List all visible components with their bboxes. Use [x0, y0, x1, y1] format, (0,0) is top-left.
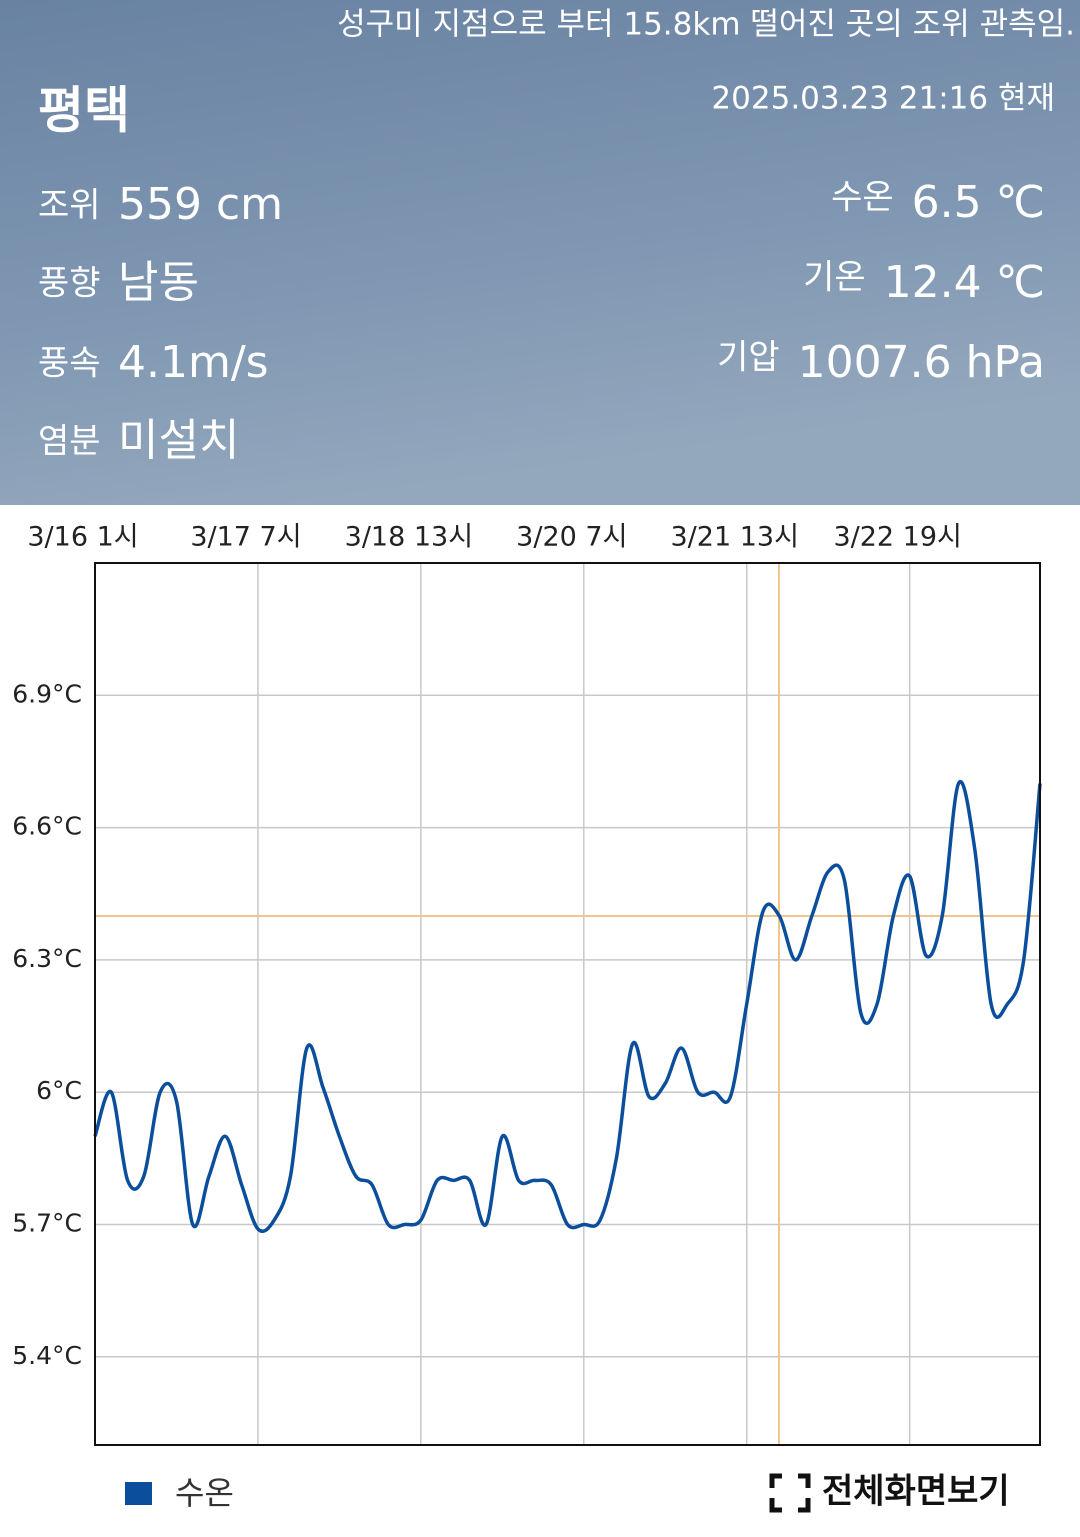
item-label: 염분 — [38, 422, 101, 462]
y-tick-label: 5.7°C — [12, 1209, 82, 1238]
y-tick-label: 6°C — [36, 1076, 82, 1105]
item-value: 남동 — [118, 257, 199, 308]
fullscreen-button[interactable]: 전체화면보기 — [769, 1472, 1010, 1513]
y-tick-label: 6.9°C — [12, 679, 82, 708]
x-tick-label: 3/18 13시 — [345, 522, 473, 553]
x-tick-label: 3/16 1시 — [27, 522, 138, 553]
chart: 5.4°C 5.7°C 6°C 6.3°C 6.6°C 6.9°C 3/16 1시 3/17 … — [12, 522, 1042, 1446]
x-tick-label: 3/21 13시 — [671, 522, 799, 553]
x-tick-label: 3/17 7시 — [190, 522, 301, 553]
item-value: 1007.6 hPa — [798, 337, 1045, 388]
item-label: 기압 — [717, 338, 780, 378]
plot-border — [94, 562, 1041, 1446]
timestamp: 2025.03.23 21:16 현재 — [711, 81, 1055, 117]
item-value: 559 cm — [118, 179, 283, 230]
y-tick-label: 5.4°C — [12, 1341, 82, 1370]
item-value: 6.5 ℃ — [912, 177, 1045, 228]
fullscreen-label[interactable]: 전체화면보기 — [822, 1472, 1010, 1512]
series-line — [93, 779, 1042, 1233]
station-name: 평택 — [38, 82, 130, 140]
item-label: 풍향 — [38, 264, 101, 304]
header-background — [0, 0, 1080, 505]
y-tick-label: 6.3°C — [12, 944, 82, 973]
fullscreen-icon — [769, 1473, 811, 1513]
legend-swatch — [125, 1482, 152, 1505]
item-label: 조위 — [38, 186, 101, 226]
item-value: 12.4 ℃ — [884, 257, 1045, 308]
x-tick-label: 3/20 7시 — [516, 522, 627, 553]
x-tick-label: 3/22 19시 — [833, 522, 961, 553]
item-label: 풍속 — [38, 344, 101, 384]
item-label: 수온 — [831, 178, 894, 218]
notice: 성구미 지점으로 부터 15.8km 떨어진 곳의 조위 관측임. — [337, 7, 1075, 43]
item-value: 미설치 — [118, 415, 239, 466]
item-label: 기온 — [803, 258, 866, 298]
legend-label: 수온 — [175, 1474, 234, 1512]
item-value: 4.1m/s — [118, 337, 269, 388]
y-tick-label: 6.6°C — [12, 812, 82, 841]
